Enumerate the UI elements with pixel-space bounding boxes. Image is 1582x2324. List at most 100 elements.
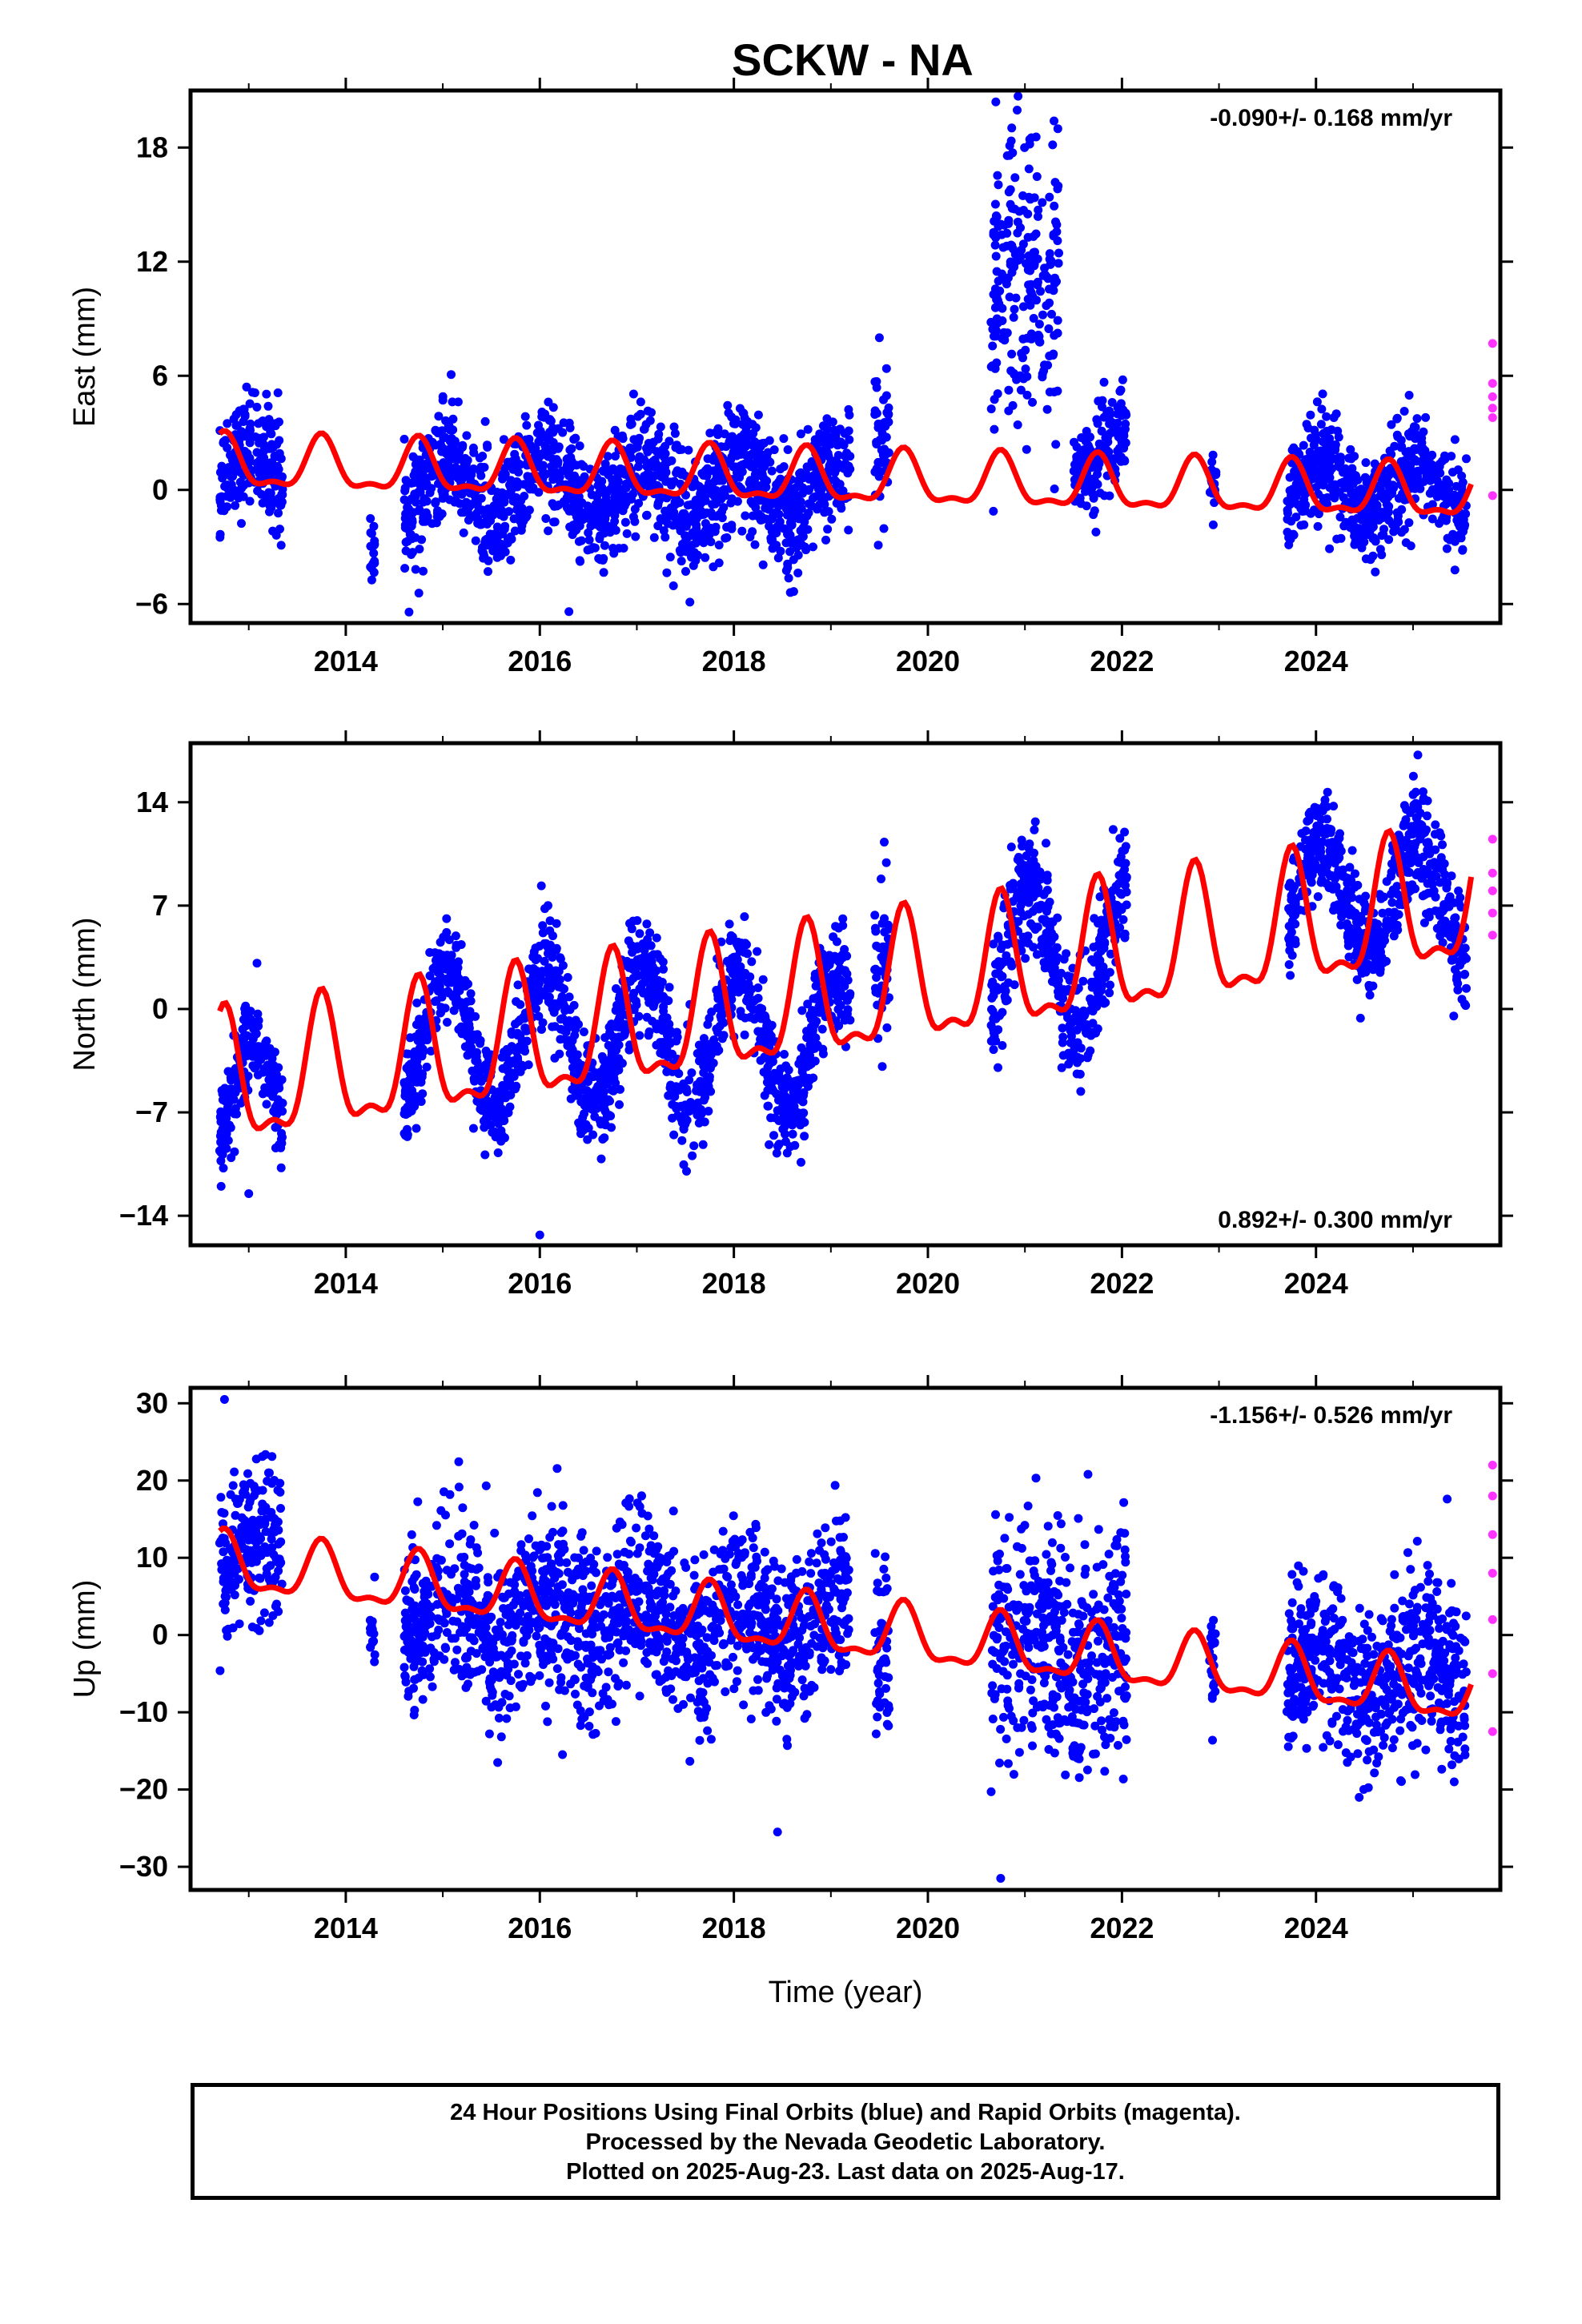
- final-orbit-point: [884, 409, 893, 419]
- final-orbit-point: [701, 496, 710, 505]
- final-orbit-point: [1335, 513, 1345, 522]
- final-orbit-point: [638, 939, 648, 948]
- final-orbit-point: [1023, 209, 1033, 219]
- model-fit-line: [218, 428, 1474, 516]
- final-orbit-point: [769, 1131, 778, 1140]
- final-orbit-point: [1089, 510, 1098, 520]
- final-orbit-point: [1094, 396, 1103, 406]
- final-orbit-point: [470, 491, 480, 501]
- final-orbit-point: [986, 362, 996, 372]
- final-orbit-point: [713, 430, 723, 440]
- final-orbit-point: [425, 971, 435, 980]
- final-orbit-point: [1396, 436, 1406, 445]
- final-orbit-point: [667, 1027, 677, 1037]
- final-orbit-point: [412, 1092, 421, 1101]
- final-orbit-point: [1422, 454, 1431, 464]
- final-orbit-point: [611, 525, 620, 535]
- final-orbit-point: [478, 452, 488, 460]
- final-orbit-point: [1208, 520, 1218, 529]
- final-orbit-point: [1329, 413, 1339, 422]
- final-orbit-point: [823, 525, 833, 534]
- final-orbit-point: [1033, 254, 1042, 263]
- final-orbit-point: [1460, 521, 1469, 531]
- final-orbit-point: [1105, 406, 1114, 416]
- final-orbit-point: [552, 919, 561, 928]
- final-orbit-point: [506, 555, 516, 565]
- final-orbit-point: [845, 435, 854, 444]
- final-orbit-point: [525, 474, 535, 484]
- final-orbit-point: [1433, 490, 1442, 500]
- final-orbit-point: [1323, 493, 1332, 502]
- final-orbit-point: [992, 292, 1002, 302]
- final-orbit-point: [839, 991, 848, 1001]
- final-orbit-point: [237, 519, 246, 529]
- final-orbit-point: [506, 1090, 516, 1100]
- final-orbit-point: [870, 911, 880, 920]
- final-orbit-point: [1014, 917, 1023, 927]
- final-orbit-point: [476, 471, 486, 480]
- final-orbit-point: [251, 1063, 260, 1072]
- final-orbit-point: [785, 588, 795, 597]
- final-orbit-point: [262, 1036, 271, 1046]
- final-orbit-point: [779, 434, 789, 444]
- final-orbit-point: [469, 448, 479, 457]
- final-orbit-point: [773, 521, 782, 531]
- final-orbit-point: [765, 497, 774, 506]
- final-orbit-point: [780, 1050, 789, 1059]
- final-orbit-point: [712, 986, 721, 995]
- final-orbit-point: [571, 433, 580, 443]
- final-orbit-point: [675, 498, 685, 507]
- final-orbit-point: [369, 521, 379, 531]
- final-orbit-point: [476, 1072, 485, 1082]
- final-orbit-point: [497, 1052, 507, 1062]
- final-orbit-point: [797, 1043, 806, 1052]
- final-orbit-point: [800, 517, 809, 527]
- final-orbit-point: [662, 493, 672, 503]
- final-orbit-point: [752, 1013, 761, 1023]
- final-orbit-point: [1299, 440, 1308, 450]
- final-orbit-point: [472, 499, 482, 509]
- final-orbit-point: [677, 514, 686, 524]
- final-orbit-point: [636, 409, 645, 419]
- final-orbit-point: [607, 1085, 616, 1095]
- rapid-orbit-point: [1488, 413, 1497, 422]
- final-orbit-point: [531, 943, 540, 953]
- final-orbit-point: [559, 418, 568, 428]
- final-orbit-point: [679, 1124, 689, 1133]
- final-orbit-point: [814, 1007, 824, 1017]
- final-orbit-point: [513, 1055, 523, 1064]
- final-orbit-point: [633, 462, 643, 472]
- final-orbit-point: [1407, 427, 1416, 436]
- final-orbit-point: [701, 525, 711, 535]
- final-orbit-point: [767, 466, 777, 476]
- final-orbit-point: [463, 1051, 472, 1060]
- final-orbit-point: [1050, 963, 1059, 973]
- final-orbit-point: [1009, 312, 1018, 322]
- final-orbit-point: [632, 944, 642, 954]
- final-orbit-point: [563, 973, 572, 982]
- final-orbit-point: [551, 973, 560, 982]
- final-orbit-point: [776, 464, 785, 474]
- final-orbit-point: [484, 1108, 494, 1116]
- final-orbit-point: [1004, 215, 1014, 225]
- final-orbit-point: [1016, 385, 1026, 395]
- final-orbit-point: [1315, 451, 1323, 460]
- final-orbit-point: [600, 1118, 609, 1128]
- final-orbit-point: [564, 506, 574, 516]
- final-orbit-point: [1350, 522, 1359, 532]
- final-orbit-point: [480, 416, 490, 426]
- final-orbit-point: [1361, 458, 1371, 468]
- final-orbit-point: [404, 515, 414, 525]
- final-orbit-point: [255, 433, 264, 443]
- final-orbit-point: [252, 959, 262, 968]
- final-orbit-point: [763, 448, 773, 457]
- final-orbit-point: [1072, 1025, 1082, 1035]
- final-orbit-point: [760, 1091, 769, 1100]
- final-orbit-point: [1323, 499, 1331, 509]
- final-orbit-point: [1034, 211, 1042, 221]
- final-orbit-point: [998, 243, 1008, 252]
- final-orbit-point: [239, 417, 248, 426]
- final-orbit-point: [1021, 954, 1030, 963]
- final-orbit-point: [216, 1181, 226, 1191]
- final-orbit-point: [1049, 231, 1058, 241]
